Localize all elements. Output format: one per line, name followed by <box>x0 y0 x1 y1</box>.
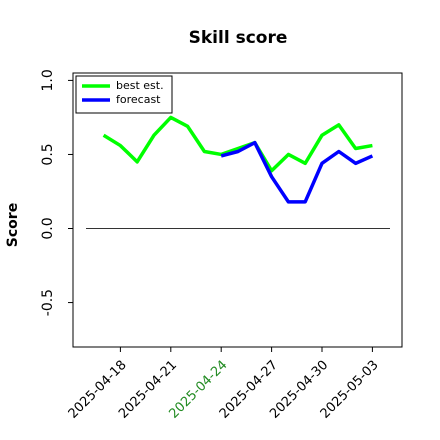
legend-box <box>75 75 173 114</box>
legend-label: forecast <box>116 93 161 106</box>
series-line <box>102 115 373 173</box>
y-tick-label: 0.5 <box>40 143 56 165</box>
y-axis-label: Score <box>5 203 21 247</box>
series-line <box>220 140 374 204</box>
plot-frame <box>72 72 403 348</box>
legend-label: best est. <box>116 79 164 92</box>
chart-title: Skill score <box>189 28 288 48</box>
y-tick-label: 1.0 <box>40 69 56 91</box>
y-tick-label: -0.5 <box>40 289 56 316</box>
y-tick-label: 0.0 <box>40 217 56 239</box>
